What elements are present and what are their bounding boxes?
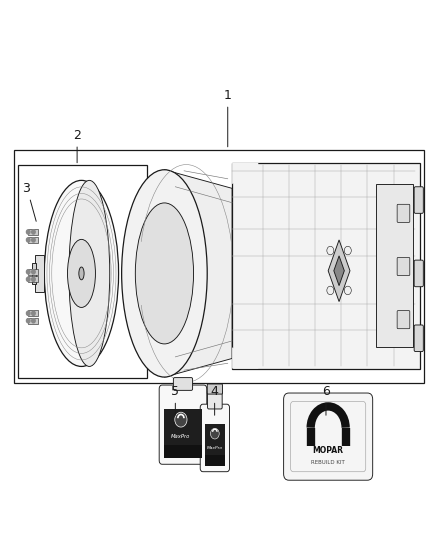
Bar bbox=[35, 255, 44, 292]
Ellipse shape bbox=[44, 180, 119, 367]
Circle shape bbox=[327, 286, 334, 295]
Circle shape bbox=[32, 238, 35, 242]
Circle shape bbox=[32, 311, 35, 316]
FancyBboxPatch shape bbox=[208, 391, 222, 409]
Text: REBUILD KIT: REBUILD KIT bbox=[311, 460, 345, 465]
Bar bbox=[32, 263, 36, 284]
Text: MaxPro: MaxPro bbox=[171, 434, 191, 439]
FancyBboxPatch shape bbox=[284, 393, 373, 480]
Circle shape bbox=[26, 230, 30, 234]
Bar bbox=[376, 184, 413, 348]
Polygon shape bbox=[232, 348, 258, 368]
FancyBboxPatch shape bbox=[207, 384, 223, 394]
Text: 1: 1 bbox=[224, 88, 232, 102]
Bar bbox=[232, 163, 420, 368]
Polygon shape bbox=[328, 240, 350, 302]
Circle shape bbox=[175, 412, 187, 427]
Circle shape bbox=[26, 270, 30, 274]
Bar bbox=[205, 424, 225, 456]
Bar bbox=[28, 276, 38, 282]
FancyBboxPatch shape bbox=[173, 377, 193, 390]
Polygon shape bbox=[164, 169, 232, 377]
Ellipse shape bbox=[69, 180, 110, 367]
Text: 3: 3 bbox=[22, 182, 30, 195]
Circle shape bbox=[32, 270, 35, 274]
Bar bbox=[14, 150, 424, 383]
FancyBboxPatch shape bbox=[397, 204, 410, 222]
FancyBboxPatch shape bbox=[414, 325, 424, 352]
Text: 5: 5 bbox=[171, 385, 179, 398]
Bar bbox=[28, 269, 38, 275]
Text: 2: 2 bbox=[73, 128, 81, 142]
Text: 6: 6 bbox=[322, 385, 330, 398]
Polygon shape bbox=[232, 163, 258, 184]
Circle shape bbox=[327, 246, 334, 255]
Circle shape bbox=[32, 319, 35, 323]
Text: 4: 4 bbox=[211, 385, 219, 398]
Circle shape bbox=[211, 429, 219, 439]
Circle shape bbox=[32, 230, 35, 234]
FancyBboxPatch shape bbox=[397, 311, 410, 329]
FancyBboxPatch shape bbox=[414, 187, 424, 213]
FancyBboxPatch shape bbox=[159, 385, 207, 464]
Bar bbox=[205, 456, 225, 466]
FancyBboxPatch shape bbox=[397, 257, 410, 276]
Bar bbox=[18, 165, 147, 378]
Circle shape bbox=[32, 277, 35, 281]
Ellipse shape bbox=[122, 169, 207, 377]
Text: MaxPro: MaxPro bbox=[207, 446, 223, 450]
Bar bbox=[28, 318, 38, 324]
FancyBboxPatch shape bbox=[200, 404, 230, 472]
Bar bbox=[28, 229, 38, 235]
Circle shape bbox=[344, 246, 351, 255]
Bar bbox=[28, 310, 38, 317]
Text: MOPAR: MOPAR bbox=[313, 446, 344, 455]
Ellipse shape bbox=[79, 267, 84, 280]
Circle shape bbox=[26, 238, 30, 242]
Bar bbox=[164, 409, 201, 446]
Ellipse shape bbox=[135, 203, 194, 344]
Circle shape bbox=[26, 319, 30, 323]
FancyBboxPatch shape bbox=[414, 260, 424, 287]
Bar bbox=[164, 445, 201, 458]
Bar bbox=[28, 237, 38, 243]
Ellipse shape bbox=[67, 239, 95, 308]
Circle shape bbox=[26, 311, 30, 316]
Polygon shape bbox=[334, 256, 344, 286]
Circle shape bbox=[344, 286, 351, 295]
Circle shape bbox=[26, 277, 30, 281]
